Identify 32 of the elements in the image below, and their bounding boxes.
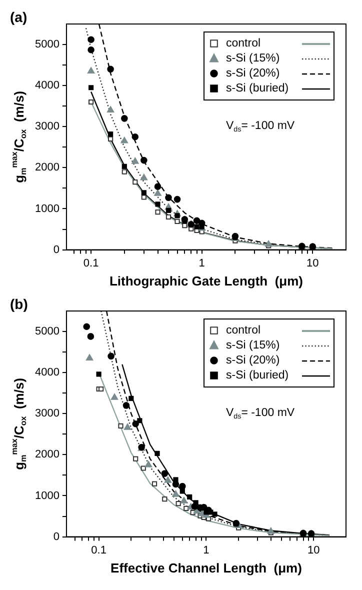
chart-title: (b)	[10, 296, 28, 312]
y-tick-label: 5000	[34, 38, 60, 51]
x-axis-title: Effective Channel Length (μm)	[110, 560, 302, 576]
x-tick-label: 1	[203, 544, 210, 556]
y-tick-label: 0	[53, 244, 60, 256]
y-tick-label: 4000	[34, 80, 60, 92]
y-axis-title: gmmax/Cox (m/s)	[10, 378, 28, 470]
legend-label: control	[226, 38, 261, 50]
y-tick-label: 3000	[34, 408, 60, 420]
y-axis-title: gmmax/Cox (m/s)	[10, 90, 28, 183]
y-tick-label: 0	[53, 530, 60, 543]
y-tick-label: 1000	[34, 490, 60, 502]
legend-label: s-Si (20%)	[226, 68, 280, 80]
legend-label: s-Si (buried)	[226, 82, 289, 95]
legend-label: s-Si (buried)	[226, 370, 289, 382]
x-tick-label: 10	[308, 544, 320, 556]
legend-label: s-Si (20%)	[226, 354, 280, 367]
legend-label: control	[226, 324, 261, 337]
x-axis-title: Lithographic Gate Length (μm)	[109, 273, 304, 288]
legend-label: s-Si (15%)	[226, 340, 280, 352]
y-tick-label: 2000	[34, 448, 60, 461]
y-tick-label: 4000	[34, 366, 60, 379]
y-tick-label: 5000	[34, 326, 60, 338]
legend-label: s-Si (15%)	[226, 52, 280, 65]
x-tick-label: 0.1	[83, 257, 99, 270]
x-tick-label: 1	[198, 257, 205, 270]
chart-title: (a)	[10, 8, 28, 25]
y-tick-label: 1000	[34, 202, 60, 215]
y-tick-label: 3000	[34, 120, 60, 133]
x-tick-label: 10	[306, 257, 319, 270]
x-tick-label: 0.1	[91, 544, 106, 556]
y-tick-label: 2000	[34, 162, 60, 174]
